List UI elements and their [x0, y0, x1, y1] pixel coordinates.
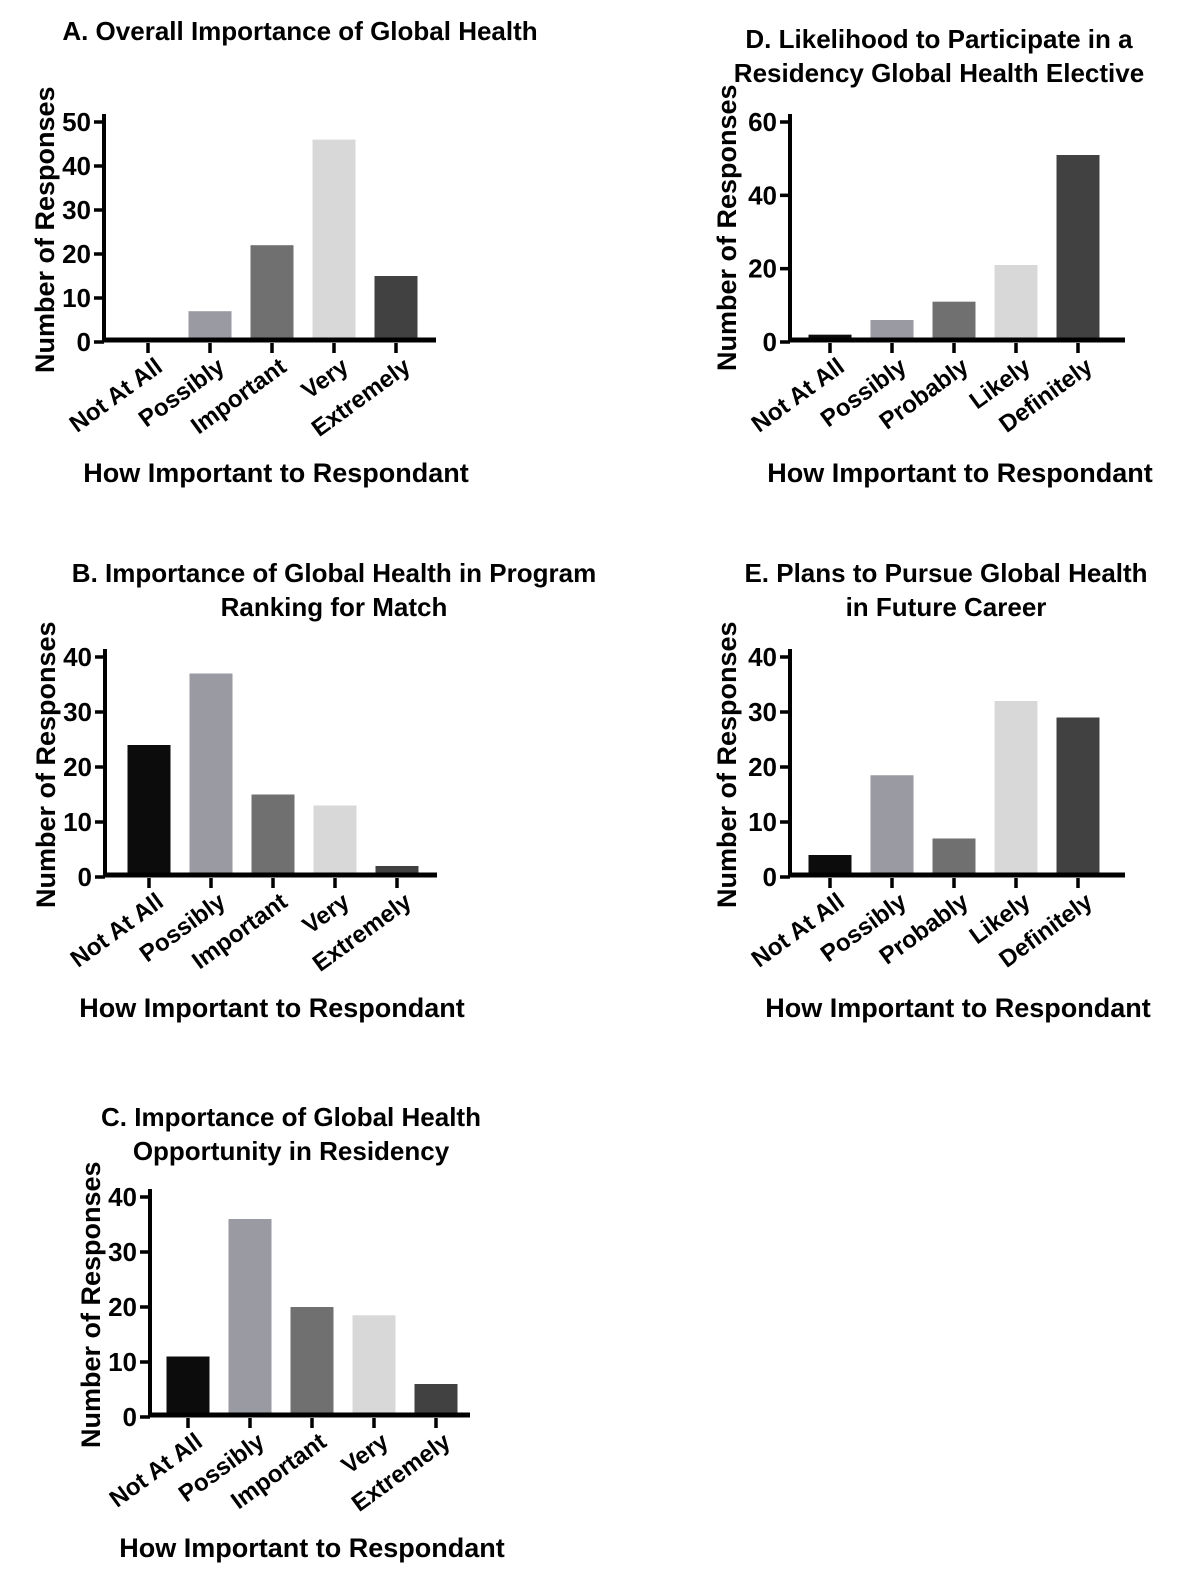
y-tick-label: 50	[62, 107, 91, 137]
chart-a-title: A. Overall Importance of Global Health	[62, 16, 538, 46]
y-tick-label: 0	[77, 327, 91, 357]
y-tick-label: 20	[748, 254, 777, 284]
y-tick-label: 30	[62, 195, 91, 225]
y-tick-label: 10	[63, 807, 92, 837]
y-tick-label: 0	[123, 1402, 137, 1432]
y-tick-label: 30	[748, 697, 777, 727]
bar-possibly	[188, 311, 232, 342]
y-tick-label: 30	[108, 1237, 137, 1267]
chart-e-title: E. Plans to Pursue Global Health in Futu…	[744, 558, 1148, 622]
bar-important	[251, 794, 295, 877]
chart-c-x-axis-label: How Important to Respondant	[119, 1533, 505, 1563]
chart-e-x-axis-label: How Important to Respondant	[765, 993, 1151, 1023]
y-tick-label: 40	[63, 642, 92, 672]
bar-likely	[994, 265, 1038, 342]
bar-extremely	[375, 866, 419, 877]
bar-very	[312, 139, 356, 342]
y-tick-label: 20	[63, 752, 92, 782]
chart-c-title: C. Importance of Global Health Opportuni…	[101, 1102, 481, 1166]
y-tick-label: 10	[108, 1347, 137, 1377]
bar-very	[352, 1315, 396, 1417]
y-tick-label: 40	[108, 1182, 137, 1212]
bar-definitely	[1056, 717, 1100, 877]
bar-possibly	[870, 775, 914, 877]
y-tick-label: 20	[748, 752, 777, 782]
bar-not-at-all	[166, 1356, 210, 1417]
chart-b-x-axis-label: How Important to Respondant	[79, 993, 465, 1023]
bar-not-at-all	[127, 745, 171, 877]
bar-important	[250, 245, 294, 342]
bar-definitely	[1056, 155, 1100, 342]
y-tick-label: 20	[108, 1292, 137, 1322]
chart-d-title: D. Likelihood to Participate in a Reside…	[733, 24, 1145, 88]
bar-likely	[994, 701, 1038, 877]
y-tick-label: 40	[62, 151, 91, 181]
bar-possibly	[228, 1219, 272, 1417]
y-tick-label: 60	[748, 107, 777, 137]
chart-d-x-axis-label: How Important to Respondant	[767, 458, 1153, 488]
bar-important	[290, 1307, 334, 1417]
y-tick-label: 10	[748, 807, 777, 837]
bar-extremely	[414, 1384, 458, 1417]
y-tick-label: 40	[748, 180, 777, 210]
bar-extremely	[374, 276, 418, 342]
y-tick-label: 0	[763, 327, 777, 357]
bar-not-at-all	[808, 855, 852, 877]
y-tick-label: 10	[62, 283, 91, 313]
y-tick-label: 0	[78, 862, 92, 892]
y-tick-label: 30	[63, 697, 92, 727]
bar-possibly	[870, 320, 914, 342]
bar-possibly	[189, 673, 233, 877]
bar-very	[313, 805, 357, 877]
bar-probably	[932, 301, 976, 342]
chart-b-title: B. Importance of Global Health in Progra…	[71, 558, 597, 622]
y-tick-label: 20	[62, 239, 91, 269]
y-tick-label: 40	[748, 642, 777, 672]
chart-a-x-axis-label: How Important to Respondant	[83, 458, 469, 488]
y-tick-label: 0	[763, 862, 777, 892]
bar-probably	[932, 838, 976, 877]
